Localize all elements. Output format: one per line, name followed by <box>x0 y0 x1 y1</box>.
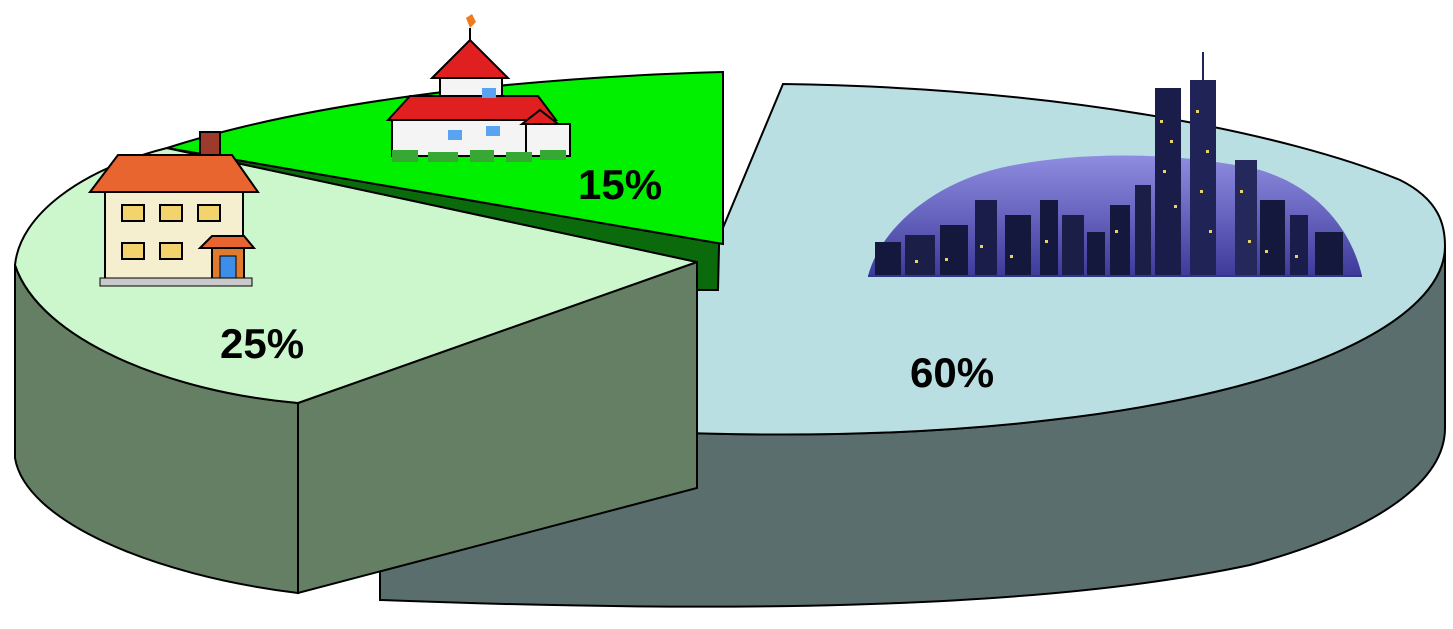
pct-label-60: 60% <box>910 349 994 396</box>
pct-label-15: 15% <box>578 161 662 208</box>
village-farmhouse-icon <box>385 14 571 162</box>
house-icon <box>87 131 260 287</box>
pct-label-25: 25% <box>220 320 304 367</box>
city-skyline-icon <box>868 52 1362 277</box>
